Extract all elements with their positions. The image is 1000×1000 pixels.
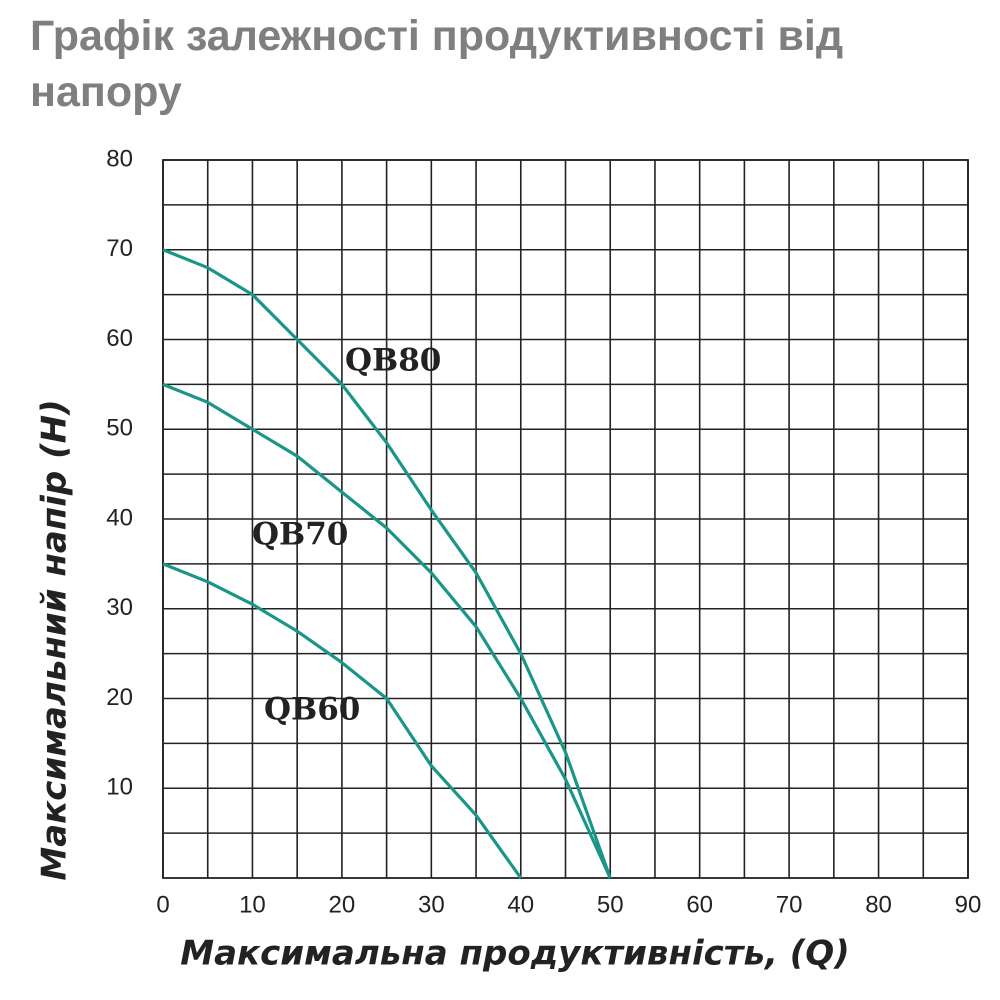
y-tick-label: 20: [106, 684, 133, 711]
x-tick-label: 30: [418, 891, 445, 918]
y-tick-label: 30: [106, 594, 133, 621]
x-tick-label: 90: [955, 891, 982, 918]
x-tick-label: 60: [686, 891, 713, 918]
y-tick-label: 60: [106, 325, 133, 352]
y-tick-label: 70: [106, 235, 133, 262]
x-tick-label: 70: [776, 891, 803, 918]
series-line: [162, 382, 612, 879]
y-tick-label: 10: [106, 774, 133, 801]
chart-title: Графік залежності продуктивності від нап…: [30, 12, 844, 116]
y-tick-label: 80: [106, 145, 133, 172]
plot-frame: [162, 159, 969, 879]
series-label: QB60: [264, 692, 360, 728]
series-label: QB70: [252, 517, 348, 553]
x-tick-label: 20: [329, 891, 356, 918]
y-tick-label: 40: [106, 504, 133, 531]
series-line: [162, 562, 523, 879]
series-line: [162, 248, 612, 879]
x-tick-label: 10: [239, 891, 266, 918]
x-tick-label: 40: [507, 891, 534, 918]
x-tick-label: 80: [865, 891, 892, 918]
y-tick-label: 50: [106, 415, 133, 442]
series-label: QB80: [345, 343, 441, 379]
y-axis-label: Максимальний напір (H): [35, 399, 75, 880]
x-axis-label: Максимальна продуктивність, (Q): [180, 934, 849, 974]
x-tick-label: 0: [156, 891, 169, 918]
x-tick-label: 50: [597, 891, 624, 918]
